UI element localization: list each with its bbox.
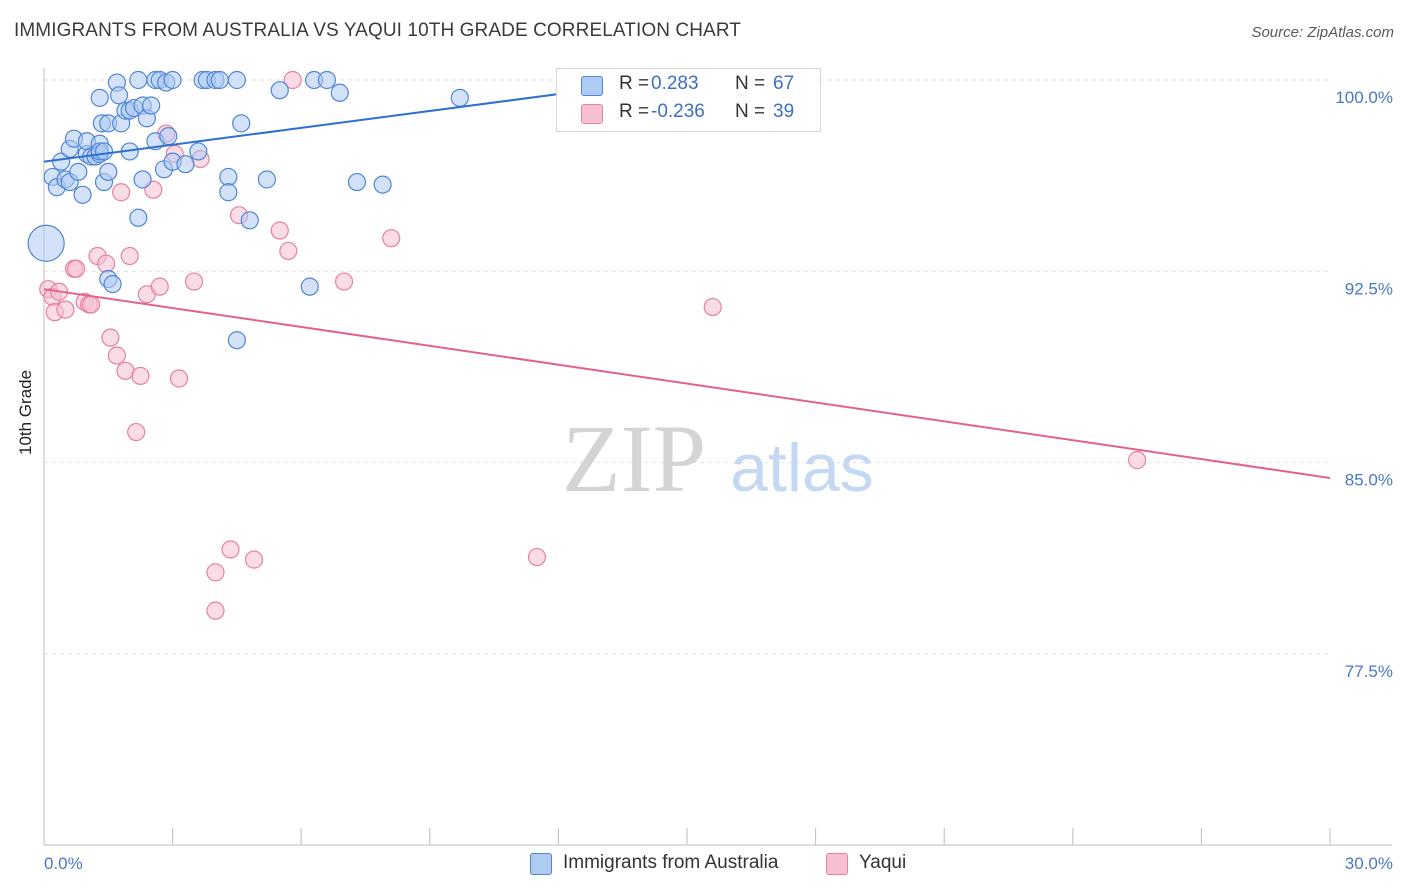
australia-point	[219, 183, 238, 202]
yaqui-point	[221, 540, 240, 559]
australia-point	[317, 70, 337, 90]
australia-point	[373, 175, 392, 194]
yaqui-point	[107, 346, 126, 365]
australia-point	[330, 83, 349, 102]
yaqui-point	[283, 70, 302, 90]
series-legend: Immigrants from Australia Yaqui	[0, 851, 1406, 879]
pink-swatch	[581, 104, 603, 124]
australia-point	[176, 155, 195, 174]
australia-point	[73, 185, 92, 204]
grid-lines	[44, 79, 1330, 655]
australia-point	[232, 114, 251, 133]
stats-legend: R = 0.283 N = 67 R = -0.236 N = 39	[556, 68, 821, 132]
yaqui-point	[270, 221, 289, 240]
n-label: N =	[735, 73, 766, 94]
australia-point	[103, 274, 122, 294]
yaqui-trend-line	[43, 288, 1331, 479]
australia-point	[219, 167, 238, 187]
y-tick-label: 92.5%	[1345, 279, 1393, 298]
y-tick-label: 100.0%	[1335, 88, 1393, 107]
n-value: 67	[773, 73, 795, 94]
yaqui-point	[169, 369, 189, 388]
australia-point	[52, 152, 71, 171]
axes	[43, 68, 1392, 846]
australia-point	[270, 81, 289, 100]
yaqui-points	[39, 70, 1147, 620]
australia-point	[109, 86, 129, 105]
r-value: -0.236	[651, 101, 705, 122]
australia-point	[227, 331, 246, 350]
x-tick-label-max: 30.0%	[1345, 854, 1393, 873]
australia-point	[129, 70, 148, 90]
australia-point	[450, 88, 469, 107]
legend-label: Yaqui	[859, 852, 907, 873]
yaqui-point	[279, 241, 298, 261]
australia-point	[27, 224, 65, 262]
australia-point	[227, 70, 246, 90]
chart-title: IMMIGRANTS FROM AUSTRALIA VS YAQUI 10TH …	[14, 20, 742, 41]
yaqui-point	[382, 229, 401, 248]
australia-point	[90, 88, 109, 107]
yaqui-point	[127, 422, 146, 442]
y-tick-label: 77.5%	[1345, 662, 1393, 681]
legend-label: Immigrants from Australia	[563, 852, 779, 873]
yaqui-point	[112, 183, 131, 202]
n-label: N =	[735, 101, 766, 122]
watermark: ZIP atlas	[562, 405, 874, 512]
yaqui-point	[703, 297, 722, 317]
r-value: 0.283	[651, 73, 699, 94]
watermark-atlas: atlas	[730, 430, 874, 506]
yaqui-point	[82, 295, 101, 314]
yaqui-point	[101, 328, 120, 347]
australia-point	[129, 208, 148, 227]
source-label: Source: ZipAtlas.com	[1251, 24, 1394, 41]
yaqui-point	[244, 550, 264, 569]
blue-swatch	[581, 76, 603, 96]
australia-point	[347, 172, 367, 192]
yaqui-point	[1127, 451, 1147, 470]
n-value: 39	[773, 101, 795, 122]
yaqui-point	[56, 300, 75, 319]
tick-labels: 0.0% 30.0% 77.5% 85.0% 92.5% 100.0%	[44, 88, 1393, 873]
yaqui-point	[334, 272, 354, 291]
australia-point	[69, 162, 88, 181]
australia-point	[189, 142, 208, 161]
australia-point	[257, 170, 277, 189]
australia-point	[99, 162, 118, 181]
y-tick-label: 85.0%	[1345, 471, 1393, 490]
australia-point	[210, 70, 229, 90]
r-label: R =	[619, 101, 650, 122]
watermark-zip: ZIP	[562, 405, 706, 512]
yaqui-point	[67, 259, 86, 278]
y-axis-label: 10th Grade	[16, 369, 35, 455]
yaqui-point	[120, 246, 139, 266]
blue-swatch	[530, 853, 552, 875]
australia-point	[133, 170, 152, 189]
australia-point	[163, 70, 182, 90]
yaqui-point	[184, 272, 204, 291]
australia-point	[300, 277, 319, 296]
australia-point	[142, 96, 161, 115]
australia-point	[159, 127, 178, 146]
yaqui-point	[527, 547, 547, 567]
australia-point	[94, 142, 114, 161]
australia-points	[27, 70, 637, 350]
australia-point	[240, 211, 259, 230]
pink-swatch	[826, 853, 848, 875]
yaqui-point	[131, 366, 150, 386]
yaqui-point	[206, 563, 225, 582]
yaqui-point	[206, 601, 225, 620]
x-tick-label-min: 0.0%	[44, 854, 83, 873]
yaqui-point	[97, 254, 116, 273]
r-label: R =	[619, 73, 650, 94]
yaqui-point	[150, 277, 169, 296]
